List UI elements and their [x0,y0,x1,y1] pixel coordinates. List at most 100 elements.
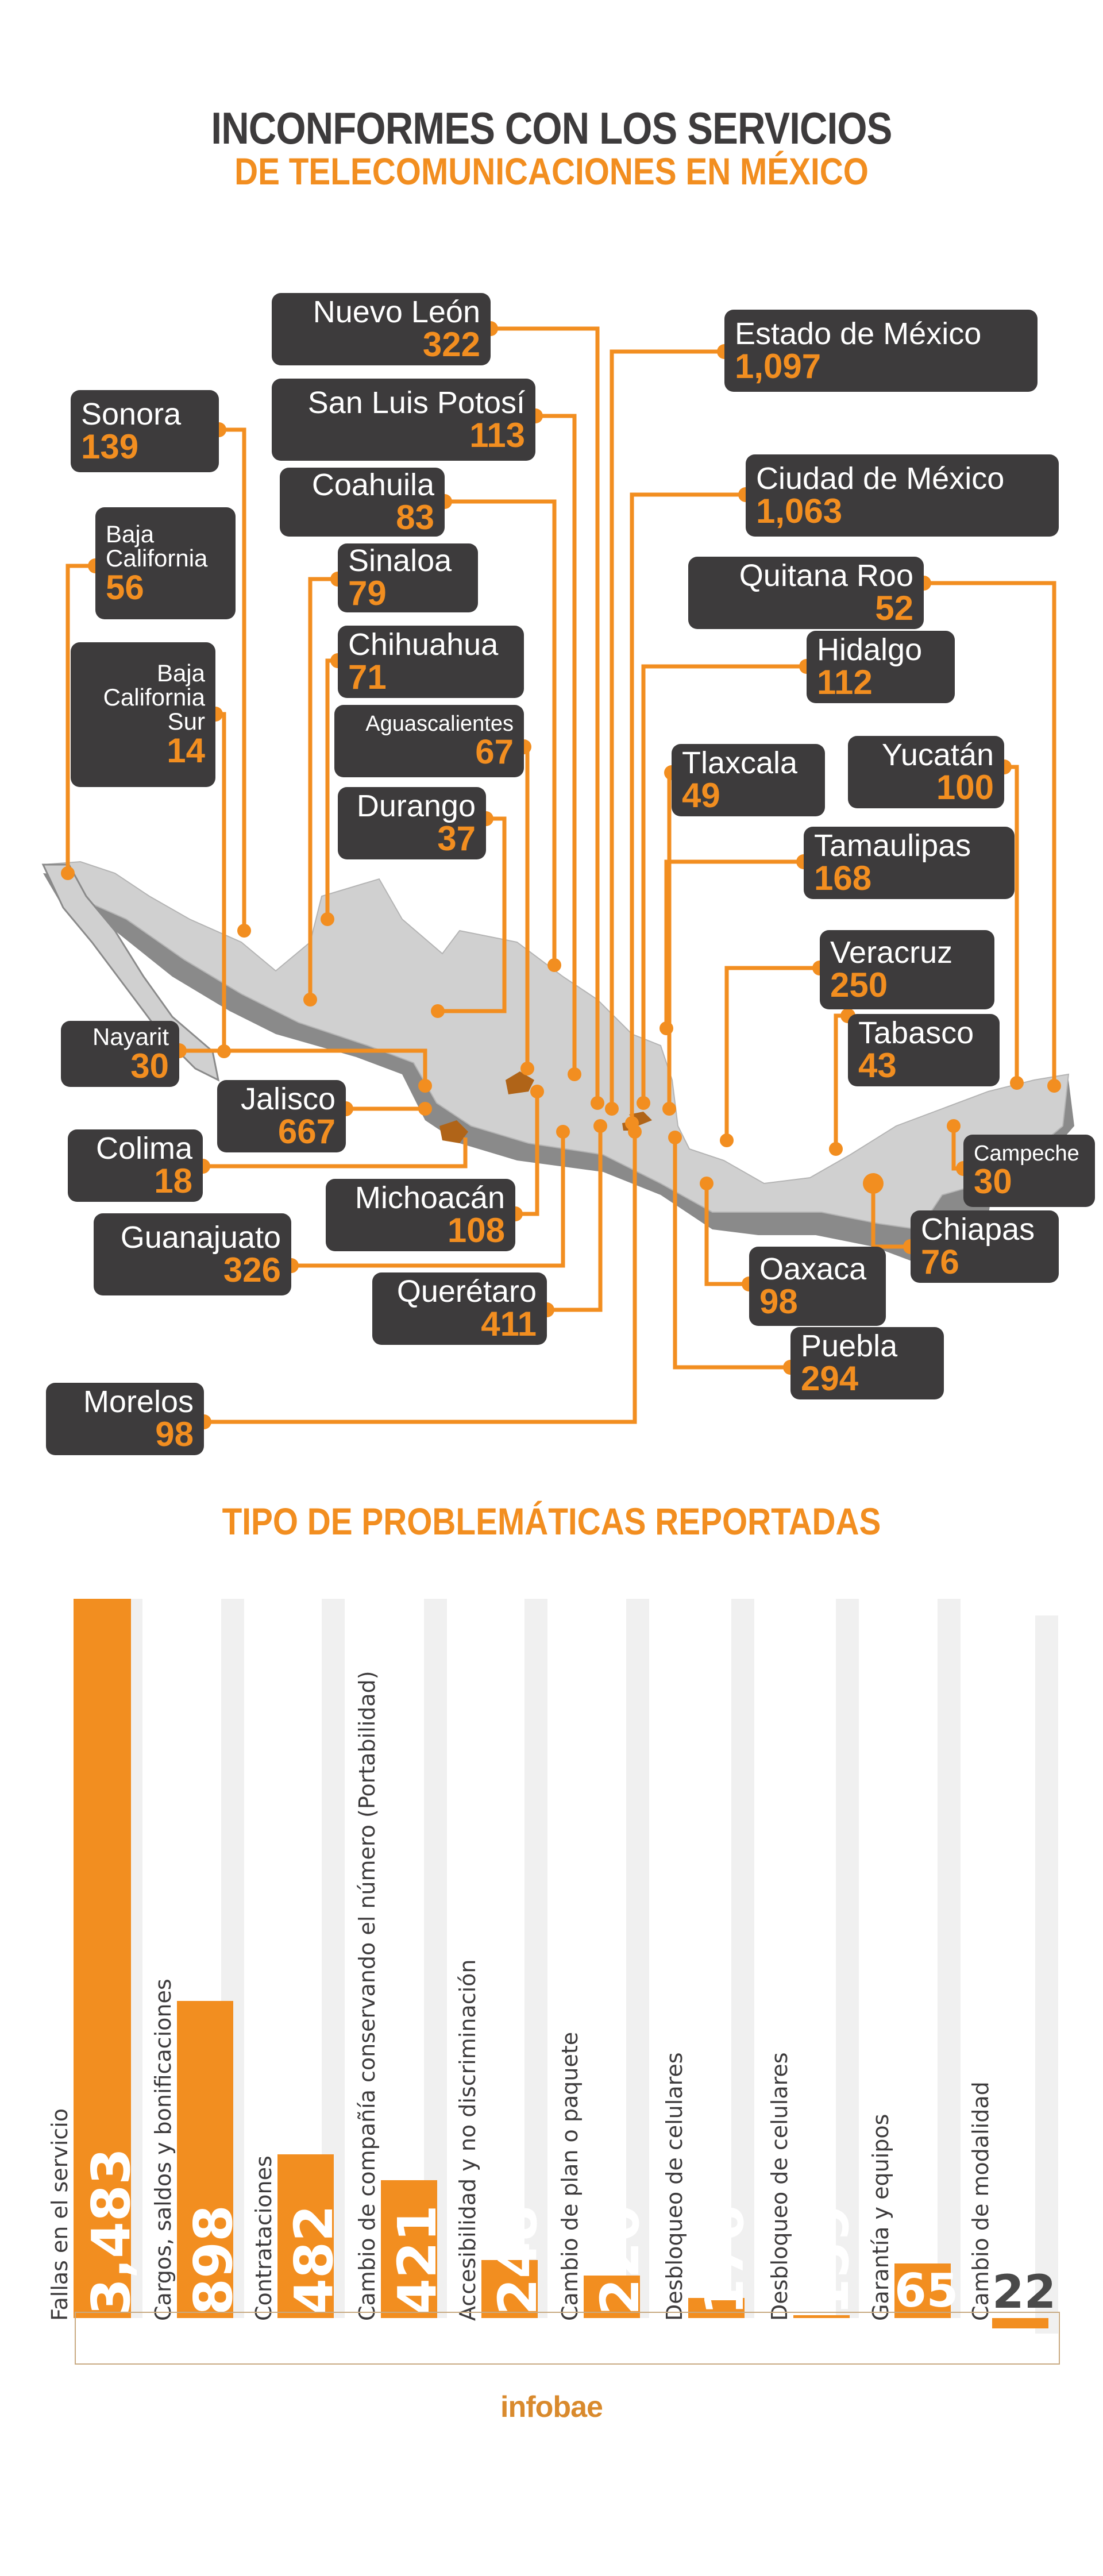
state-name: Chihuahua [348,627,499,662]
state-name: Aguascalientes [365,712,514,736]
bar-value: 3,483 [80,2147,142,2315]
state-label-quintana-roo: Quitana Roo 52 [688,557,924,629]
bar-contrataciones [277,2154,334,2318]
state-label-sonora: Sonora 139 [71,390,219,472]
bar-value: 176 [694,2204,755,2315]
state-label-coahuila: Coahuila 83 [280,468,445,537]
state-value: 108 [447,1211,505,1250]
state-label-chihuahua: Chihuahua 71 [338,626,524,698]
state-name: Estado de México [735,316,982,351]
bar-category-label: Desbloqueo de celulares [767,2052,792,2321]
state-value: 411 [481,1305,537,1343]
state-name: Jalisco [240,1082,335,1116]
state-name: Ciudad de México [756,461,1005,496]
state-value: 18 [154,1162,192,1200]
bar-portabilidad [381,2180,437,2318]
state-value: 250 [830,966,888,1004]
mexico-map-section: Nuevo León 322 Estado de México 1,097 So… [41,293,1095,1455]
state-label-oaxaca: Oaxaca 98 [749,1247,886,1326]
state-value: 52 [875,589,913,627]
state-value: 37 [437,819,476,858]
state-label-tlaxcala: Tlaxcala 49 [672,744,825,816]
state-name: Querétaro [396,1274,537,1309]
bar-value: 421 [387,2204,448,2315]
state-value: 71 [348,658,387,696]
state-name: San Luis Potosí [307,385,525,420]
state-label-morelos: Morelos 98 [46,1383,204,1455]
state-label-baja-california: Baja California 56 [95,507,236,619]
state-value: 1,063 [756,491,843,530]
state-name: Coahuila [311,468,434,502]
bar-category-label: Cargos, saldos y bonificaciones [151,1979,176,2321]
bar-track [626,1599,649,2318]
bar-value: 65 [894,2263,959,2318]
state-label-tamaulipas: Tamaulipas 168 [804,827,1015,899]
state-name: Baja California Sur [103,660,205,735]
state-value: 98 [155,1415,194,1453]
bar-value: 220 [589,2204,651,2315]
bar-track [524,1599,547,2318]
bar-track [836,1599,859,2318]
state-label-hidalgo: Hidalgo 112 [807,631,955,703]
title-line-2: DE TELECOMUNICACIONES EN MÉXICO [234,150,869,192]
state-label-michoacan: Michoacán 108 [326,1179,515,1251]
bar-category-label: Fallas en el servicio [47,2108,72,2321]
state-value: 667 [277,1112,335,1151]
state-name: Guanajuato [120,1220,281,1255]
state-value: 79 [348,574,387,612]
state-value: 43 [858,1046,897,1085]
state-name: Nuevo León [313,295,480,329]
state-label-durango: Durango 37 [338,787,486,859]
state-label-queretaro: Querétaro 411 [372,1272,547,1345]
state-value: 168 [814,859,872,897]
bar-cargos-saldos [177,2001,233,2318]
state-value: 139 [81,427,139,466]
state-name: Oaxaca [759,1252,867,1286]
state-label-san-luis-potosi: San Luis Potosí 113 [272,379,535,461]
state-label-aguascalientes: Aguascalientes 67 [334,705,524,777]
state-label-tabasco: Tabasco 43 [848,1014,1000,1086]
bar-desbloqueo-2 [793,2315,850,2318]
state-label-guanajuato: Guanajuato 326 [94,1213,291,1295]
state-name: Nayarit [92,1023,169,1050]
bar-track [1035,1615,1058,2334]
bar-value: 248 [487,2204,549,2315]
state-value: 113 [469,415,525,454]
state-label-puebla: Puebla 294 [790,1327,944,1399]
state-value: 14 [167,731,205,770]
state-value: 294 [801,1359,859,1398]
mexico-map-graphic [41,321,1074,1429]
state-name: Chiapas [921,1212,1035,1247]
infobae-logo: infobae [500,2390,603,2424]
bar-track [131,1599,142,2318]
title-line-1: INCONFORMES CON LOS SERVICIOS [211,103,892,153]
state-name: Sinaloa [348,543,452,578]
state-value: 83 [396,498,434,537]
chart-title: TIPO DE PROBLEMÁTICAS REPORTADAS [222,1500,881,1542]
state-value: 76 [921,1243,959,1281]
bar-track [938,1599,961,2318]
state-label-baja-california-sur: Baja California Sur 14 [71,642,215,787]
state-label-ciudad-de-mexico: Ciudad de México 1,063 [746,454,1059,537]
state-label-yucatan: Yucatán 100 [848,736,1004,808]
state-name: Colima [95,1131,192,1166]
state-label-campeche: Campeche 30 [963,1135,1095,1207]
state-value: 67 [475,732,514,771]
state-value: 322 [422,325,480,364]
bar-category-label: Cambio de compañía conservando el número… [354,1671,380,2321]
bar-accesibilidad [481,2260,538,2318]
state-name: Morelos [83,1385,194,1419]
state-value: 30 [130,1046,169,1085]
bar-value: 482 [283,2204,345,2315]
bar-cambio-plan [584,2276,640,2318]
state-name: Yucatán [881,738,994,772]
state-name: Veracruz [830,935,953,970]
state-label-colima: Colima 18 [68,1129,203,1202]
state-label-chiapas: Chiapas 76 [911,1210,1059,1283]
bar-desbloqueo-1 [688,2298,745,2318]
state-name: Campeche [974,1142,1079,1166]
state-value: 98 [759,1282,798,1321]
bar-category-label: Cambio de modalidad [968,2081,993,2321]
state-label-jalisco: Jalisco 667 [217,1080,346,1152]
state-name: Michoacán [354,1181,505,1215]
